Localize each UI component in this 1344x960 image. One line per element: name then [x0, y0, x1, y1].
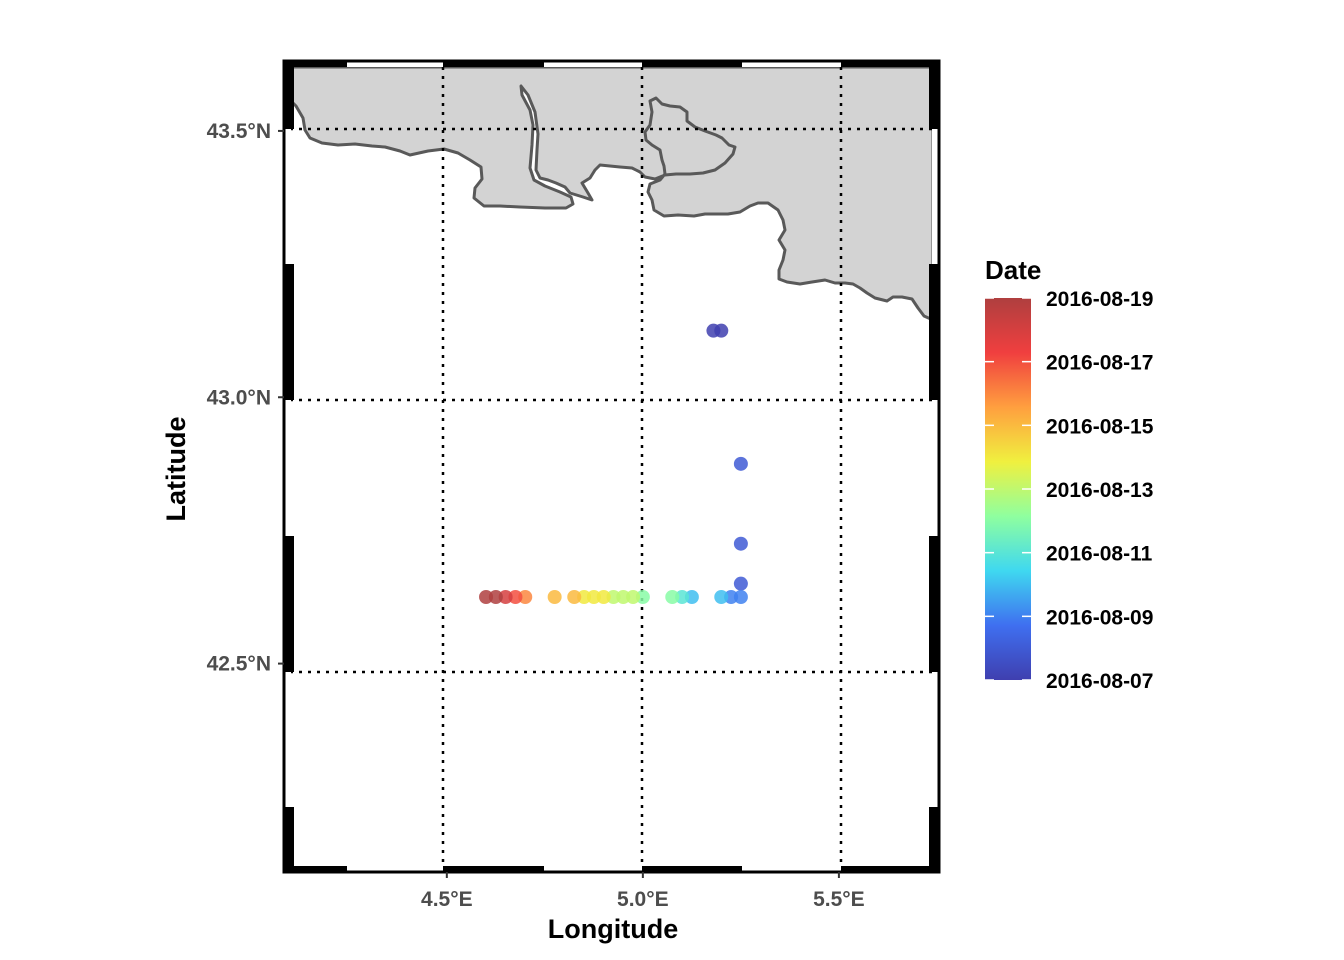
frame-left-white-1	[286, 129, 291, 264]
frame-left-white-2	[286, 400, 291, 536]
frame-right-black-3	[929, 536, 939, 672]
legend-label: 2016-08-15	[1046, 415, 1154, 438]
data-point	[596, 590, 611, 605]
x-axis-title: Longitude	[548, 914, 678, 944]
land-mass	[290, 67, 933, 322]
data-point	[733, 456, 748, 471]
frame-top-white-1	[347, 63, 443, 67]
frame-top-black-4	[841, 61, 938, 67]
y-axis-ticks: 42.5°N 43.0°N 43.5°N	[207, 120, 284, 676]
data-point	[733, 536, 748, 551]
data-point	[479, 590, 494, 605]
y-axis-title: Latitude	[161, 417, 191, 522]
data-point	[684, 590, 699, 605]
data-point	[577, 590, 592, 605]
frame-left-black-1	[284, 61, 294, 129]
frame-left-black-3	[284, 536, 294, 672]
frame-top-black-2	[443, 61, 544, 67]
frame-bottom-black-4	[841, 866, 938, 872]
frame-bottom-white-3	[742, 866, 841, 870]
coastline-layer	[290, 67, 933, 322]
data-point	[714, 590, 729, 605]
data-point	[724, 590, 739, 605]
data-point	[733, 576, 748, 591]
legend-label: 2016-08-13	[1046, 479, 1153, 502]
map-frame	[282, 59, 941, 874]
data-point	[616, 590, 631, 605]
frame-right-white-2	[932, 400, 937, 536]
data-point	[635, 590, 650, 605]
frame-top-white-2	[544, 63, 642, 67]
data-point	[675, 590, 690, 605]
legend-ticks: 2016-08-19 2016-08-17 2016-08-15 2016-08-13…	[985, 288, 1154, 693]
frame-right-black-1	[929, 61, 939, 129]
legend-label: 2016-08-09	[1046, 606, 1153, 629]
legend-label: 2016-08-07	[1046, 670, 1153, 693]
frame-top-black-1	[286, 61, 347, 67]
y-tick-label: 43.5°N	[207, 120, 271, 143]
data-point	[626, 590, 641, 605]
data-point	[733, 590, 748, 605]
data-point	[665, 590, 680, 605]
frame-bottom-black-3	[642, 866, 742, 872]
data-point	[508, 590, 523, 605]
data-point	[606, 590, 621, 605]
data-point	[567, 590, 582, 605]
y-tick-label: 42.5°N	[207, 653, 271, 676]
data-point	[714, 323, 729, 338]
frame-top-black-3	[642, 61, 742, 67]
x-tick-label: 4.5°E	[421, 888, 473, 911]
frame-right-white-1	[932, 129, 937, 264]
data-points	[479, 323, 748, 605]
frame-bottom-white-2	[544, 866, 642, 870]
legend-label: 2016-08-11	[1046, 543, 1153, 566]
frame-right-black-4	[929, 807, 939, 872]
x-tick-label: 5.5°E	[813, 888, 865, 911]
data-point	[586, 590, 601, 605]
x-axis-ticks: 4.5°E 5.0°E 5.5°E	[421, 872, 865, 911]
data-point	[518, 590, 533, 605]
frame-left-white-3	[286, 672, 291, 807]
frame-bottom-black-1	[286, 866, 347, 872]
frame-outer	[282, 59, 941, 874]
color-legend: Date 2016-08-192016-08-172016-08-152016-…	[985, 255, 1154, 693]
x-tick-label: 5.0°E	[617, 888, 669, 911]
frame-right-black-2	[929, 264, 939, 400]
data-point	[498, 590, 513, 605]
y-tick-label: 43.0°N	[207, 386, 271, 409]
frame-left-black-2	[284, 264, 294, 400]
legend-label: 2016-08-19	[1046, 288, 1153, 311]
legend-title: Date	[985, 255, 1041, 285]
frame-left-black-4	[284, 807, 294, 872]
legend-label: 2016-08-17	[1046, 352, 1153, 375]
data-point	[488, 590, 503, 605]
frame-bottom-black-2	[443, 866, 544, 872]
frame-right-white-3	[932, 672, 937, 807]
frame-top-white-3	[742, 63, 841, 67]
data-point	[547, 590, 562, 605]
frame-bottom-white-1	[347, 866, 443, 870]
